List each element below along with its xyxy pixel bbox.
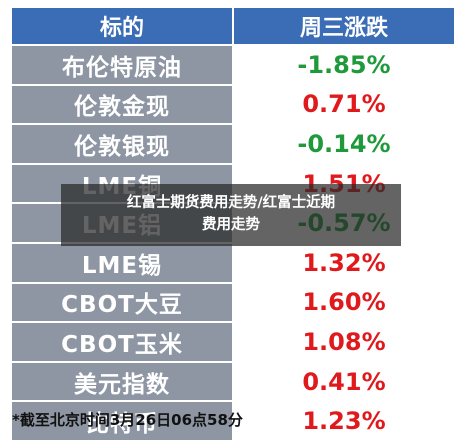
title-overlay-banner: 红富士期货费用走势/红富士近期 费用走势 bbox=[61, 184, 401, 246]
row-change: 1.60% bbox=[232, 281, 456, 324]
row-name: 伦敦金现 bbox=[10, 83, 234, 126]
row-name: LME锡 bbox=[10, 241, 234, 284]
row-change: -1.85% bbox=[232, 44, 456, 86]
header-name: 标的 bbox=[10, 6, 234, 46]
row-name: 美元指数 bbox=[10, 360, 234, 403]
commodity-change-panel: 标的 周三涨跌 布伦特原油 -1.85% 伦敦金现 0.71% 伦敦银现 -0.… bbox=[10, 6, 456, 442]
table-header-row: 标的 周三涨跌 bbox=[10, 6, 456, 46]
row-change: 1.32% bbox=[232, 241, 456, 284]
table-row: 美元指数 0.41% bbox=[10, 360, 456, 403]
table-row: 伦敦银现 -0.14% bbox=[10, 123, 456, 165]
row-name: 伦敦银现 bbox=[10, 123, 234, 165]
row-change: 0.41% bbox=[232, 360, 456, 403]
row-change: -0.14% bbox=[232, 123, 456, 165]
table-row: CBOT大豆 1.60% bbox=[10, 281, 456, 324]
table-row: CBOT玉米 1.08% bbox=[10, 321, 456, 363]
banner-line-2: 费用走势 bbox=[202, 217, 260, 233]
timestamp-footnote: *截至北京时间3月26日06点58分 bbox=[12, 411, 243, 429]
row-name: CBOT大豆 bbox=[10, 281, 234, 324]
row-change: 1.23% bbox=[232, 400, 456, 442]
row-change: 0.71% bbox=[232, 83, 456, 126]
row-name: 布伦特原油 bbox=[10, 44, 234, 86]
row-change: 1.08% bbox=[232, 321, 456, 363]
banner-line-1: 红富士期货费用走势/红富士近期 bbox=[126, 195, 336, 211]
header-change: 周三涨跌 bbox=[232, 6, 456, 46]
table-row: 布伦特原油 -1.85% bbox=[10, 44, 456, 86]
table-row: LME锡 1.32% bbox=[10, 241, 456, 284]
table-row: 伦敦金现 0.71% bbox=[10, 83, 456, 126]
row-name: CBOT玉米 bbox=[10, 321, 234, 363]
